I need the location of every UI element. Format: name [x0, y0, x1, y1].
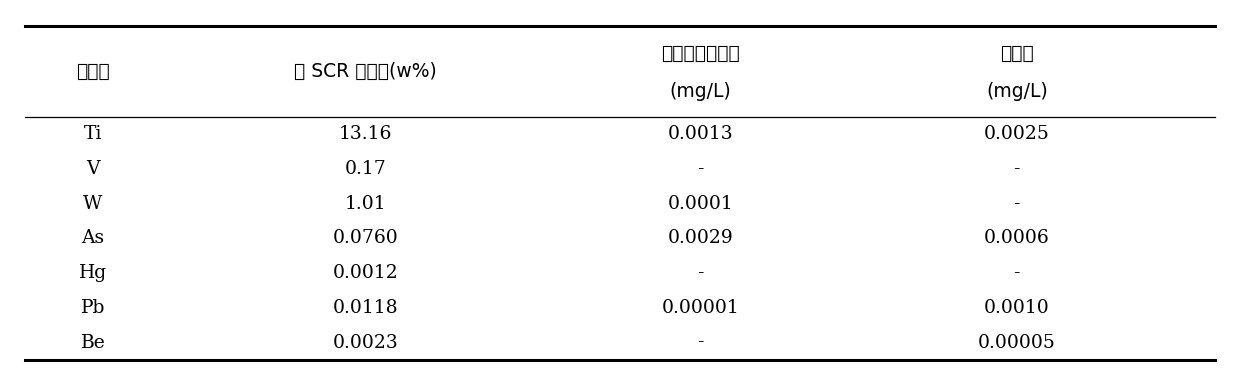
Text: Pb: Pb [81, 299, 105, 317]
Text: 废 SCR 催化剂(w%): 废 SCR 催化剂(w%) [294, 62, 438, 81]
Text: 0.0006: 0.0006 [983, 229, 1050, 247]
Text: 0.0029: 0.0029 [667, 229, 734, 247]
Text: 0.0023: 0.0023 [332, 334, 399, 351]
Text: 0.0001: 0.0001 [667, 195, 734, 213]
Text: 13.16: 13.16 [339, 125, 393, 143]
Text: Ti: Ti [84, 125, 102, 143]
Text: 0.0118: 0.0118 [334, 299, 398, 317]
Text: 重金属: 重金属 [76, 62, 110, 81]
Text: 0.17: 0.17 [345, 160, 387, 178]
Text: V: V [87, 160, 99, 178]
Text: 0.0012: 0.0012 [332, 264, 399, 282]
Text: 0.0025: 0.0025 [983, 125, 1050, 143]
Text: -: - [697, 334, 704, 351]
Text: -: - [1013, 160, 1021, 178]
Text: Be: Be [81, 334, 105, 351]
Text: 0.0760: 0.0760 [332, 229, 399, 247]
Text: Hg: Hg [79, 264, 107, 282]
Text: -: - [697, 264, 704, 282]
Text: 0.00001: 0.00001 [662, 299, 739, 317]
Text: 0.0010: 0.0010 [983, 299, 1050, 317]
Text: -: - [1013, 195, 1021, 213]
Text: (mg/L): (mg/L) [986, 82, 1048, 101]
Text: 0.0013: 0.0013 [668, 125, 733, 143]
Text: -: - [697, 160, 704, 178]
Text: W: W [83, 195, 103, 213]
Text: 免烧砖: 免烧砖 [999, 44, 1034, 63]
Text: -: - [1013, 264, 1021, 282]
Text: As: As [82, 229, 104, 247]
Text: (mg/L): (mg/L) [670, 82, 732, 101]
Text: 1.01: 1.01 [345, 195, 387, 213]
Text: 0.00005: 0.00005 [978, 334, 1055, 351]
Text: 除杂后工艺废水: 除杂后工艺废水 [661, 44, 740, 63]
